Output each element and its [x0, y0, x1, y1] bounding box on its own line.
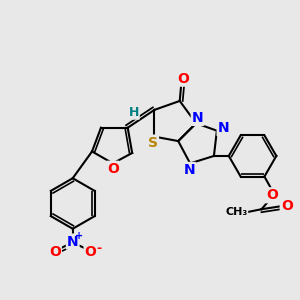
- Text: O: O: [266, 188, 278, 202]
- Text: O: O: [281, 199, 293, 213]
- Text: S: S: [148, 136, 158, 150]
- Text: O: O: [177, 72, 189, 86]
- Text: N: N: [192, 111, 203, 125]
- Text: N: N: [184, 163, 195, 177]
- Text: N: N: [67, 235, 79, 248]
- Text: H: H: [128, 106, 139, 119]
- Text: N: N: [218, 121, 229, 135]
- Text: O: O: [85, 245, 97, 259]
- Text: -: -: [96, 242, 101, 256]
- Text: CH₃: CH₃: [225, 207, 247, 217]
- Text: O: O: [107, 162, 119, 176]
- Text: O: O: [49, 245, 61, 259]
- Text: +: +: [75, 232, 83, 242]
